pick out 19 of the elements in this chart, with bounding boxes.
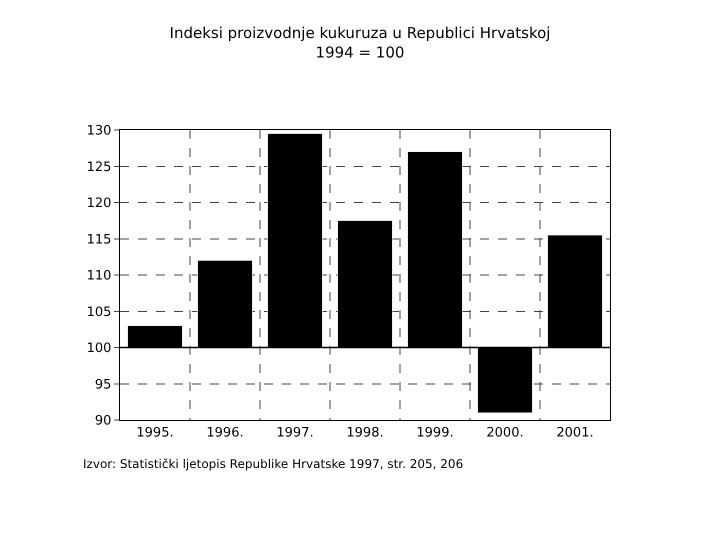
y-tick-label: 120 bbox=[86, 196, 112, 212]
x-tick-label: 2000. bbox=[486, 426, 524, 441]
x-tick-label: 1997. bbox=[276, 426, 314, 441]
y-tick-label: 110 bbox=[86, 268, 112, 284]
x-tick-label: 1996. bbox=[206, 426, 244, 441]
x-tick-label: 1998. bbox=[346, 426, 384, 441]
y-tick-label: 125 bbox=[86, 160, 112, 175]
y-tick-label: 115 bbox=[86, 232, 112, 248]
y-tick-label: 90 bbox=[94, 414, 112, 429]
y-tick-label: 105 bbox=[86, 304, 112, 320]
chart-subtitle: 1994 = 100 bbox=[316, 43, 404, 62]
x-tick-label: 1995. bbox=[136, 426, 174, 441]
y-tick-label: 130 bbox=[86, 124, 112, 139]
x-tick-label: 1999. bbox=[416, 426, 454, 441]
text: Izvor: Statistički ljetopis Republike Hrvatske 1997, str. 205, 206 bbox=[83, 457, 464, 471]
chart-title: Indeksi proizvodnje kukuruza u Republici Hrvatskoj bbox=[170, 24, 550, 42]
x-tick-label: 2001. bbox=[556, 426, 594, 441]
y-tick-label: 100 bbox=[86, 341, 112, 356]
y-tick-label: 95 bbox=[94, 377, 112, 392]
